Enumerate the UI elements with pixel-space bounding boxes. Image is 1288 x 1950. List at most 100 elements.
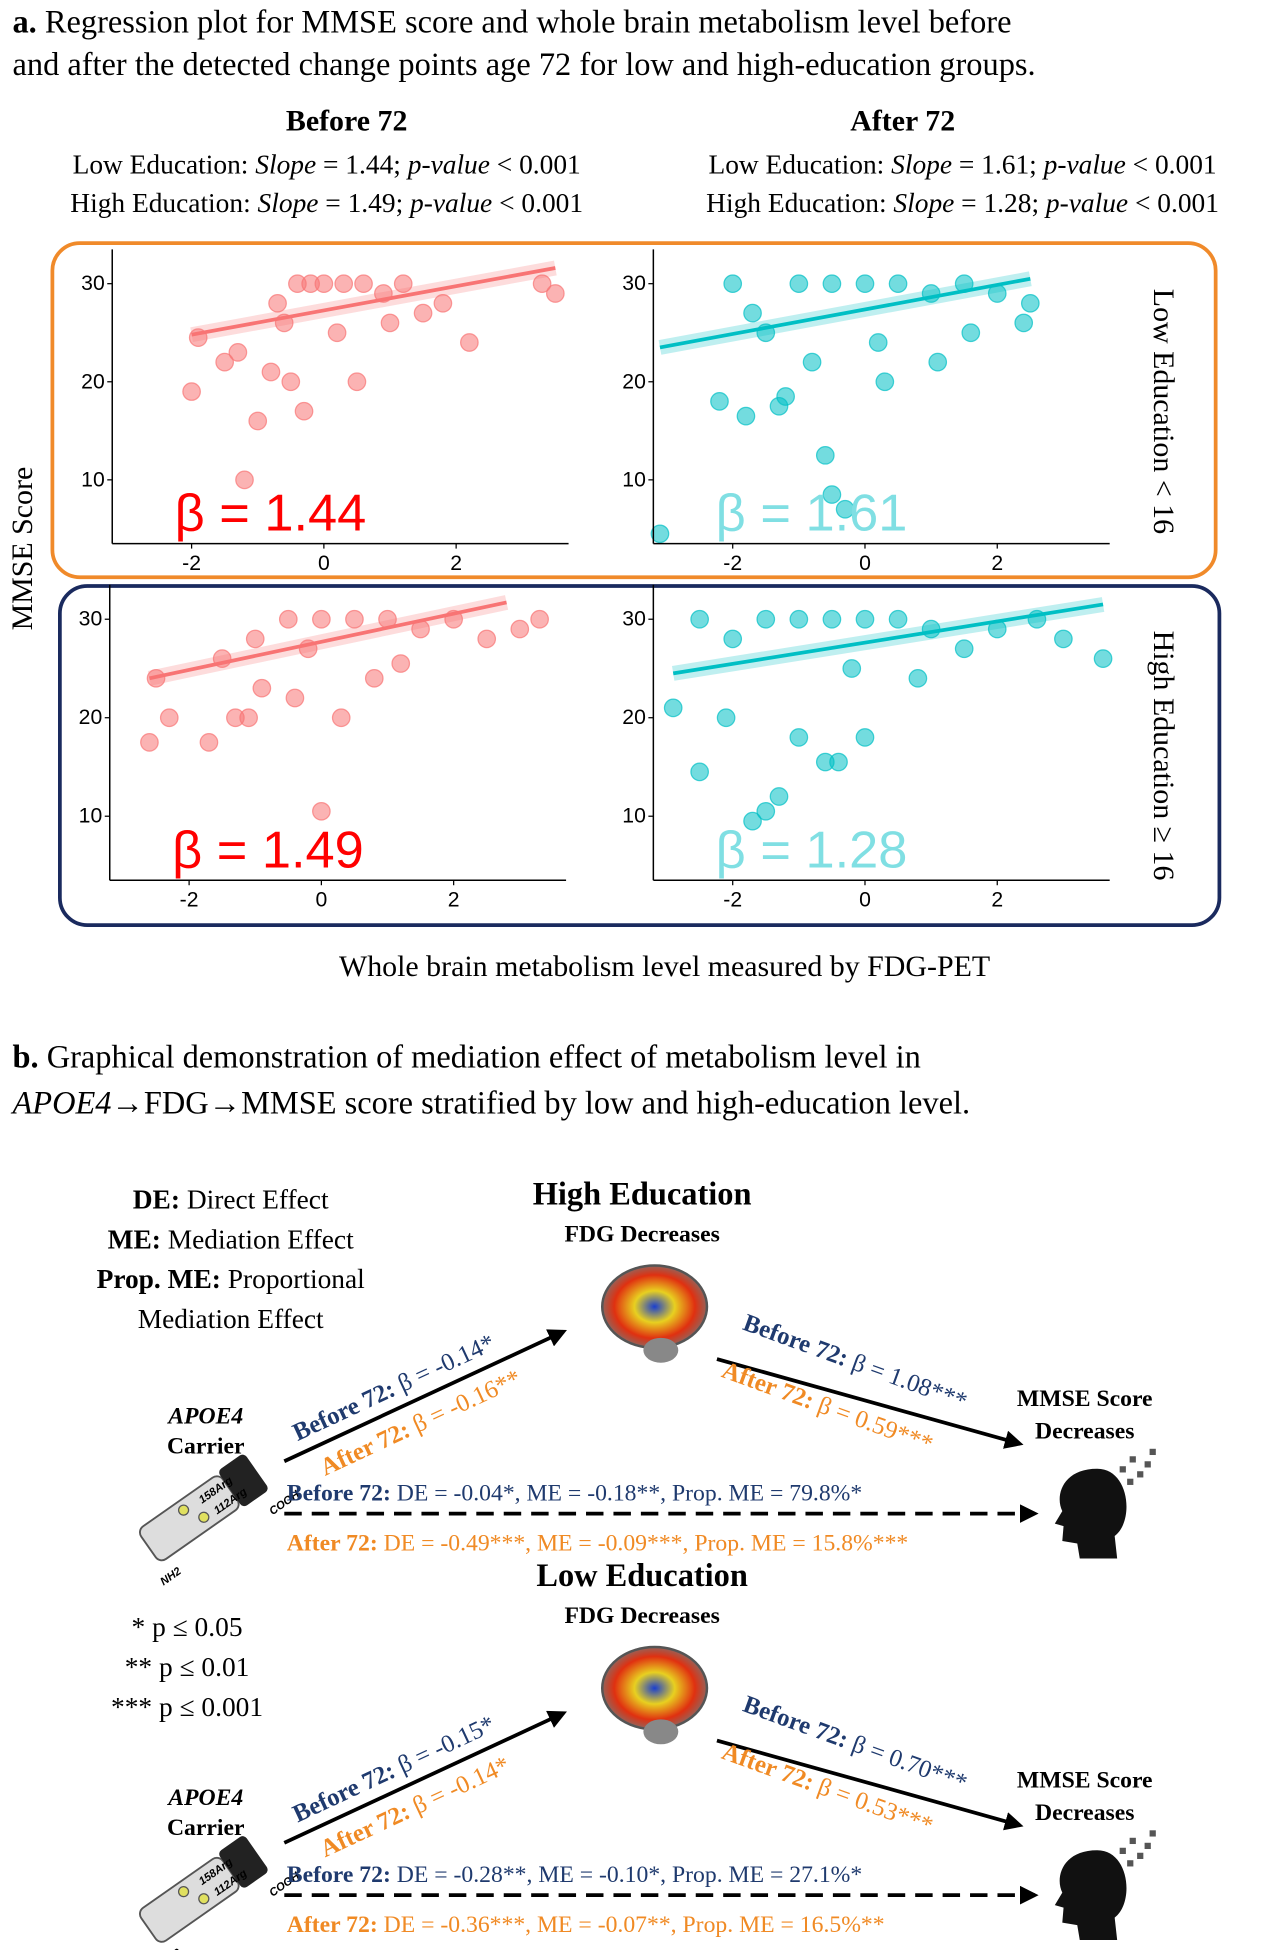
point (822, 274, 842, 294)
point (334, 274, 354, 294)
point (743, 303, 762, 323)
point (245, 629, 265, 649)
stats-line: High Education: Slope = 1.28; p-value < … (706, 188, 1219, 218)
stats-segment: Slope (893, 188, 954, 218)
point (248, 411, 268, 431)
exposure-label: APOE4 (166, 1785, 243, 1811)
effect-value: DE = -0.36***, ME = -0.07**, Prop. ME = … (378, 1912, 885, 1938)
brain-icon (600, 1264, 709, 1350)
point (815, 445, 835, 465)
point (1014, 313, 1034, 333)
x-tick-label: 0 (318, 552, 330, 575)
head-pixel (1144, 1842, 1151, 1850)
point (1020, 293, 1040, 313)
point (433, 293, 453, 313)
caption-label: a. (12, 4, 36, 40)
point (756, 609, 776, 629)
point (868, 333, 888, 352)
point (199, 732, 219, 752)
head-icon (1054, 1468, 1127, 1559)
point (1054, 629, 1073, 649)
y-tick-label: 30 (622, 608, 646, 631)
point (327, 323, 347, 343)
effect-term: Before 72: (287, 1862, 391, 1888)
point (391, 654, 411, 673)
point (756, 801, 776, 821)
point (875, 372, 895, 392)
stats-line: Low Education: Slope = 1.44; p-value < 0… (73, 150, 581, 180)
protein-cap (219, 1454, 268, 1507)
point (530, 609, 549, 629)
point (822, 485, 842, 504)
y-tick-label: 20 (81, 370, 105, 393)
beta-annotation: β = 1.28 (716, 821, 908, 879)
exposure-label: Carrier (167, 1433, 245, 1459)
point (710, 392, 729, 411)
point (928, 352, 948, 372)
legend-desc: Direct Effect (180, 1184, 329, 1214)
protein-dot (177, 1504, 190, 1516)
point (252, 678, 272, 698)
legend-item: Mediation Effect (138, 1304, 324, 1334)
point (663, 698, 683, 718)
point (477, 629, 497, 649)
head-pixel (1144, 1461, 1151, 1468)
mediator-label: FDG Decreases (564, 1603, 719, 1629)
point (1093, 649, 1113, 668)
x-tick-label: 2 (448, 889, 460, 912)
stats-segment: = 1.61; (952, 150, 1044, 180)
exposure-label: APOE4 (166, 1403, 243, 1429)
effect-value: DE = -0.49***, ME = -0.09***, Prop. ME =… (378, 1531, 909, 1557)
head-pixel (1137, 1471, 1144, 1478)
legend-desc: Proportional (221, 1264, 365, 1294)
stats-segment: = 1.44; (316, 150, 408, 180)
outcome-label: MMSE Score (1017, 1767, 1153, 1793)
protein-cap (219, 1836, 268, 1888)
effect-term: Before 72: (740, 1690, 852, 1753)
y-tick-label: 20 (79, 706, 103, 729)
beta-annotation: β = 1.44 (175, 485, 367, 543)
stats-segment: < 0.001 (492, 188, 583, 218)
caption-label: b. (12, 1039, 38, 1075)
stats-segment: p-value (408, 188, 492, 218)
effect-term: Before 72: (740, 1309, 852, 1372)
head-pixel (1119, 1847, 1126, 1854)
point (215, 352, 235, 372)
effect-term: After 72: (719, 1356, 818, 1414)
stats-segment: = 1.28; (954, 188, 1046, 218)
point (261, 362, 281, 382)
significance-item: * p ≤ 0.05 (132, 1612, 243, 1642)
y-axis-label: MMSE Score (6, 467, 39, 631)
head-pixel (1149, 1448, 1156, 1456)
point (314, 274, 334, 294)
protein-dot (198, 1893, 210, 1905)
effect-term: After 72: (719, 1738, 818, 1796)
point (789, 728, 809, 747)
caption: APOE4→FDG→MMSE score stratified by low a… (10, 1085, 970, 1121)
y-tick-label: 10 (622, 468, 646, 491)
point (961, 323, 981, 343)
significance-item: ** p ≤ 0.01 (125, 1652, 250, 1682)
point (690, 762, 709, 782)
point (331, 708, 351, 728)
head-pixel (1127, 1860, 1134, 1867)
head-pixel (1129, 1837, 1136, 1845)
point (413, 303, 433, 323)
point (345, 609, 364, 629)
effect-term: Before 72: (287, 1481, 391, 1507)
effect-value: DE = -0.28**, ME = -0.10*, Prop. ME = 27… (391, 1862, 862, 1888)
y-tick-label: 10 (81, 468, 105, 491)
point (842, 659, 862, 678)
point (789, 274, 809, 294)
point (723, 629, 743, 649)
stats-segment: Slope (891, 150, 952, 180)
point (235, 470, 254, 490)
stats-segment: < 0.001 (1126, 150, 1217, 180)
point (855, 728, 875, 747)
legend-item: DE: Direct Effect (133, 1184, 329, 1214)
column-title: Before 72 (286, 104, 408, 137)
x-tick-label: -2 (182, 552, 201, 575)
point (690, 609, 709, 629)
stats-segment: Low Education: (708, 150, 891, 180)
